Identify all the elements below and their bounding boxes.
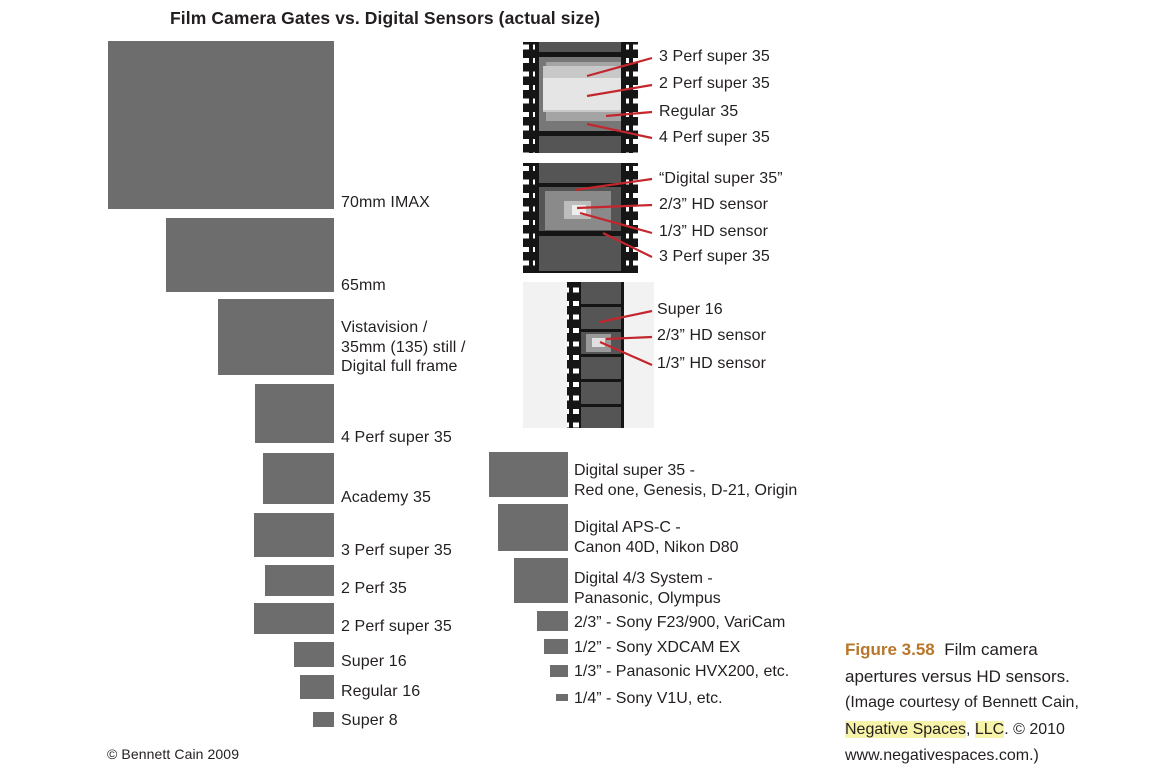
sensor-1-3-inch bbox=[550, 665, 568, 677]
caption-comma: , bbox=[965, 720, 975, 738]
strip2-label-digital-super-35: “Digital super 35” bbox=[659, 170, 783, 187]
strip1-frame-2perf bbox=[543, 78, 621, 110]
caption-copyright: . © 2010 bbox=[1004, 720, 1065, 738]
gate-label-2-perf-super-35: 2 Perf super 35 bbox=[341, 618, 452, 635]
strip3-frame-2 bbox=[581, 307, 621, 329]
sensor-label-2-3-inch: 2/3” - Sony F23/900, VariCam bbox=[574, 614, 786, 631]
caption-line-3: (Image courtesy of Bennett Cain, bbox=[845, 694, 1079, 711]
copyright-notice: © Bennett Cain 2009 bbox=[107, 746, 240, 762]
sensor-label-1-2-inch: 1/2” - Sony XDCAM EX bbox=[574, 639, 741, 656]
gate-label-4-perf-super-35: 4 Perf super 35 bbox=[341, 429, 452, 446]
gate-label-2-perf-35: 2 Perf 35 bbox=[341, 580, 407, 597]
strip2-frame-top bbox=[539, 163, 621, 183]
caption-line-2: apertures versus HD sensors. bbox=[845, 666, 1070, 686]
chart-title: Film Camera Gates vs. Digital Sensors (a… bbox=[170, 8, 601, 28]
strip3-perfs-left bbox=[567, 282, 579, 428]
strip3-label-super-16: Super 16 bbox=[657, 301, 723, 318]
strip3-label-2-3-hd-sensor: 2/3” HD sensor bbox=[657, 327, 766, 344]
caption-negative-spaces: Negative Spaces bbox=[845, 720, 966, 738]
gate-4-perf-super-35 bbox=[255, 384, 334, 443]
caption-line-1: Figure 3.58 Film camera bbox=[845, 637, 1079, 664]
sensor-label-digital-aps-c: Digital APS-C - Canon 40D, Nikon D80 bbox=[574, 519, 739, 556]
gate-label-3-perf-super-35: 3 Perf super 35 bbox=[341, 542, 452, 559]
strip3-1-3-sensor bbox=[592, 338, 605, 347]
strip1-frame-bottom bbox=[539, 136, 621, 153]
strip1-frame-top bbox=[539, 42, 621, 52]
leader-lines bbox=[574, 56, 653, 367]
strip2-perfs-right bbox=[626, 163, 638, 273]
strip2-label-2-3-hd-sensor: 2/3” HD sensor bbox=[659, 196, 768, 213]
strip3-frame-6 bbox=[581, 407, 621, 428]
gate-70mm-imax bbox=[108, 41, 334, 209]
strip3-label-1-3-hd-sensor: 1/3” HD sensor bbox=[657, 355, 766, 372]
sensor-label-1-3-inch: 1/3” - Panasonic HVX200, etc. bbox=[574, 663, 790, 680]
caption-llc: LLC bbox=[974, 720, 1005, 738]
caption-line-4: Negative Spaces, LLC. © 2010 bbox=[845, 717, 1079, 744]
sensor-1-2-inch bbox=[544, 639, 568, 654]
strip3-frame-5 bbox=[581, 382, 621, 404]
strip1-perfs-right bbox=[626, 42, 638, 153]
sensor-label-digital-super-35: Digital super 35 - Red one, Genesis, D-2… bbox=[574, 462, 798, 499]
sensor-digital-super-35 bbox=[489, 452, 568, 497]
gate-label-super-16: Super 16 bbox=[341, 653, 407, 670]
gate-academy-35 bbox=[263, 453, 334, 504]
gate-super-8 bbox=[313, 712, 334, 727]
gate-2-perf-super-35 bbox=[254, 603, 334, 634]
strip1-label-3-perf-super-35: 3 Perf super 35 bbox=[659, 48, 770, 65]
strip2-perfs-left bbox=[523, 163, 535, 273]
strip2-1-3-sensor bbox=[572, 205, 586, 215]
sensor-digital-4-3 bbox=[514, 558, 568, 603]
sensor-label-digital-4-3: Digital 4/3 System - Panasonic, Olympus bbox=[574, 570, 721, 607]
film-strip-35mm-formats bbox=[523, 42, 638, 153]
strip3-frame-1 bbox=[581, 282, 621, 304]
strip1-label-4-perf-super-35: 4 Perf super 35 bbox=[659, 129, 770, 146]
strip3-frame-4 bbox=[581, 357, 621, 379]
strip2-frame-bottom bbox=[539, 236, 621, 271]
gate-super-16 bbox=[294, 642, 334, 667]
figure-number: Figure 3.58 bbox=[845, 640, 935, 659]
gate-label-academy-35: Academy 35 bbox=[341, 489, 431, 506]
figure-caption: Figure 3.58 Film camera apertures versus… bbox=[845, 637, 1079, 770]
strip1-perfs-left bbox=[523, 42, 535, 153]
sensor-2-3-inch bbox=[537, 611, 568, 631]
gate-label-70mm-imax: 70mm IMAX bbox=[341, 194, 430, 211]
gate-label-vistavision: Vistavision / 35mm (135) still / Digital… bbox=[341, 319, 466, 375]
strip2-label-1-3-hd-sensor: 1/3” HD sensor bbox=[659, 223, 768, 240]
gate-label-65mm: 65mm bbox=[341, 277, 386, 294]
sensor-digital-aps-c bbox=[498, 504, 568, 551]
gate-65mm bbox=[166, 218, 334, 292]
gate-label-super-8: Super 8 bbox=[341, 712, 398, 729]
strip1-label-regular-35: Regular 35 bbox=[659, 103, 739, 120]
caption-text-1: Film camera bbox=[944, 640, 1038, 659]
caption-line-5: www.negativespaces.com.) bbox=[845, 747, 1039, 764]
gate-vistavision bbox=[218, 299, 334, 375]
strip1-label-2-perf-super-35: 2 Perf super 35 bbox=[659, 75, 770, 92]
gate-regular-16 bbox=[300, 675, 334, 699]
film-strip-digital-sensors bbox=[523, 163, 638, 273]
sensor-1-4-inch bbox=[556, 694, 568, 701]
gate-3-perf-super-35 bbox=[254, 513, 334, 557]
sensor-label-1-4-inch: 1/4” - Sony V1U, etc. bbox=[574, 690, 723, 707]
film-strip-16mm bbox=[523, 282, 654, 428]
strip2-label-3-perf-super-35: 3 Perf super 35 bbox=[659, 248, 770, 265]
gate-label-regular-16: Regular 16 bbox=[341, 683, 421, 700]
gate-2-perf-35 bbox=[265, 565, 334, 596]
